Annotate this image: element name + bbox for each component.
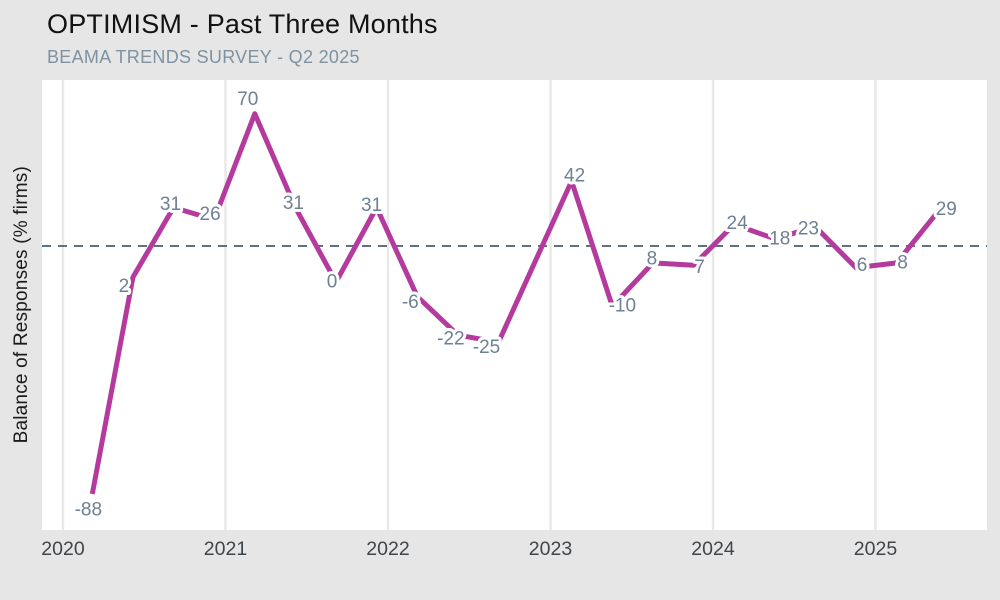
x-tick-label: 2022 <box>366 538 409 560</box>
chart-title: OPTIMISM - Past Three Months <box>47 9 438 39</box>
data-label: 0 <box>327 272 338 293</box>
x-tick-label: 2023 <box>529 538 572 560</box>
data-label: 2 <box>119 276 130 297</box>
data-label: 42 <box>564 166 585 187</box>
data-label: 24 <box>727 213 749 234</box>
data-label: 6 <box>857 255 868 276</box>
x-tick-label: 2020 <box>41 538 85 560</box>
x-tick-label: 2021 <box>204 538 247 560</box>
data-label: 26 <box>200 204 221 225</box>
data-label: 31 <box>361 195 382 216</box>
data-label: -25 <box>473 337 500 358</box>
data-label: 70 <box>237 89 258 110</box>
data-label: 29 <box>936 199 957 220</box>
data-label: -6 <box>402 292 419 313</box>
data-label: 31 <box>283 193 304 214</box>
data-label: -10 <box>609 296 636 317</box>
data-label: 7 <box>694 257 705 278</box>
trend-line <box>89 111 940 495</box>
x-tick-label: 2024 <box>691 538 735 560</box>
data-label: -22 <box>437 329 464 350</box>
data-label: -88 <box>75 499 102 520</box>
chart-subtitle: BEAMA TRENDS SURVEY - Q2 2025 <box>47 47 360 67</box>
data-label: 8 <box>897 252 908 273</box>
data-label: 8 <box>647 248 658 269</box>
data-label: 18 <box>769 228 790 249</box>
x-tick-label: 2025 <box>854 538 898 560</box>
data-label: 31 <box>160 194 181 215</box>
data-label: 23 <box>798 218 819 239</box>
